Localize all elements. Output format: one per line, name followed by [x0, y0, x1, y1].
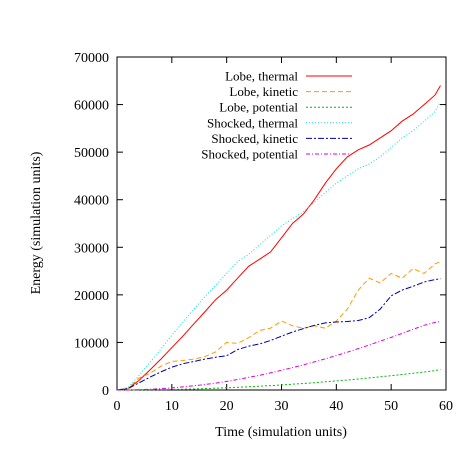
y-tick-label: 40000 — [74, 194, 109, 209]
series-line-lobe-kinetic — [116, 261, 441, 391]
legend-label-lobe-potential: Lobe, potential — [219, 100, 298, 115]
axis-tick-labels: 0 10 20 30 40 50 60 0 10000 20000 30000 40000 50000 6… — [74, 51, 453, 414]
axis-ticks — [116, 56, 447, 391]
y-tick-label: 60000 — [74, 99, 109, 114]
y-tick-label: 10000 — [74, 336, 109, 351]
y-tick-label: 50000 — [74, 146, 109, 161]
x-tick-label: 0 — [114, 399, 121, 414]
legend-label-shocked-kinetic: Shocked, kinetic — [211, 131, 298, 146]
series-line-lobe-potential — [117, 369, 441, 391]
y-tick-label: 0 — [102, 384, 109, 399]
x-tick-label: 50 — [384, 399, 398, 414]
series-line-lobe-thermal — [116, 85, 441, 391]
legend-label-lobe-thermal: Lobe, thermal — [225, 69, 298, 84]
y-axis-label: Energy (simulation units) — [29, 151, 44, 294]
y-tick-label: 70000 — [74, 51, 109, 66]
legend-label-lobe-kinetic: Lobe, kinetic — [229, 84, 298, 99]
series-line-shocked-kinetic — [116, 278, 441, 391]
legend-label-shocked-potential: Shocked, potential — [201, 147, 298, 162]
y-tick-label: 20000 — [74, 289, 109, 304]
y-tick-label: 30000 — [74, 241, 109, 256]
x-tick-label: 30 — [275, 399, 289, 414]
legend-label-shocked-thermal: Shocked, thermal — [207, 115, 298, 130]
x-tick-label: 20 — [220, 399, 234, 414]
x-axis-label: Time (simulation units) — [215, 425, 347, 440]
series-lines — [116, 85, 441, 391]
series-line-shocked-potential — [117, 321, 441, 391]
x-tick-label: 10 — [165, 399, 179, 414]
x-tick-label: 40 — [329, 399, 343, 414]
x-tick-label: 60 — [439, 399, 453, 414]
